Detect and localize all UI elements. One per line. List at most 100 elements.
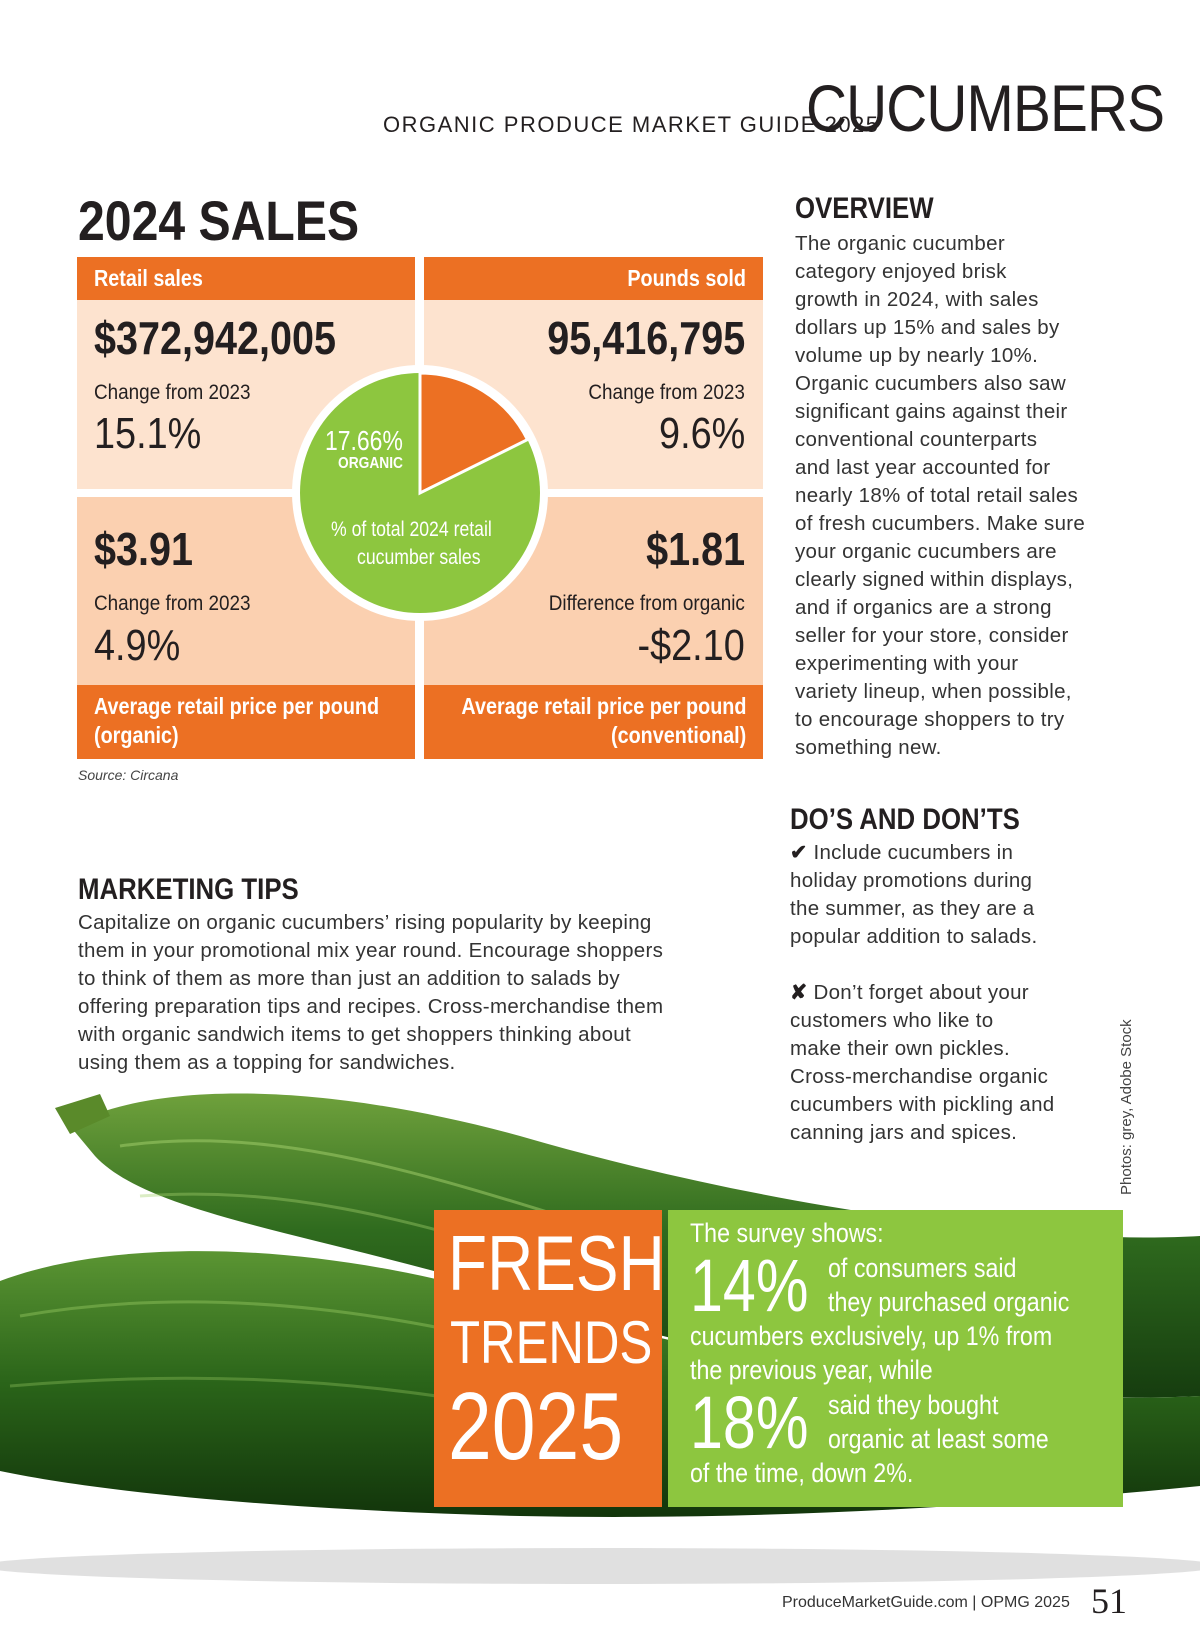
marketing-line: to think of them as more than just an ad… (78, 967, 620, 990)
overview-line: growth in 2024, with sales (795, 288, 1039, 311)
survey-mid-line2: the previous year, while (690, 1355, 933, 1385)
pie-organic-slice (418, 371, 530, 496)
survey-stat-18: 18% (690, 1381, 809, 1464)
page-number: 51 (1091, 1581, 1127, 1621)
dos-line-text: popular addition to salads. (790, 925, 1038, 948)
overview-line: category enjoyed brisk (795, 260, 1007, 283)
survey-end: of the time, down 2%. (690, 1458, 914, 1488)
organic-price-footer: Average retail price per pound (organic) (77, 685, 415, 759)
overview-line: to encourage shoppers to try (795, 708, 1065, 731)
survey-stat2-line2: organic at least some (828, 1424, 1049, 1454)
retail-sales-value: $372,942,005 (94, 312, 336, 364)
overview-heading: OVERVIEW (795, 192, 934, 225)
overview-line: and if organics are a strong (795, 596, 1052, 619)
conventional-diff-label: Difference from organic (548, 592, 745, 615)
cross-icon: ✘ (790, 981, 808, 1004)
source-note: Source: Circana (78, 767, 179, 783)
dos-line-text: make their own pickles. (790, 1037, 1010, 1060)
overview-line: of fresh cucumbers. Make sure (795, 512, 1086, 535)
retail-sales-label: Retail sales (94, 265, 203, 291)
dos-line-text: customers who like to (790, 1009, 994, 1032)
cucumber-stem (55, 1094, 110, 1134)
pie-caption-line1: % of total 2024 retail (331, 518, 492, 541)
overview-line: seller for your store, consider (795, 624, 1069, 647)
dos-line-text: holiday promotions during (790, 869, 1033, 892)
survey-stat2-line1: said they bought (828, 1390, 999, 1420)
dos-line: popular addition to salads. (790, 923, 1120, 951)
dos-spacer (790, 951, 1120, 979)
pie-organic-label: ORGANIC (338, 455, 403, 472)
organic-price-label-line1: Average retail price per pound (94, 693, 380, 719)
overview-line: nearly 18% of total retail sales (795, 484, 1079, 507)
dos-line: Cross-merchandise organic (790, 1063, 1120, 1091)
dos-line: the summer, as they are a (790, 895, 1120, 923)
overview-line: experimenting with your (795, 652, 1019, 675)
dos-line: make their own pickles. (790, 1035, 1120, 1063)
organic-share-pie (292, 365, 548, 621)
conventional-price-label-line1: Average retail price per pound (460, 693, 746, 719)
overview-line: your organic cucumbers are (795, 540, 1057, 563)
dos-line: ✘ Don’t forget about your (790, 979, 1120, 1007)
survey-intro: The survey shows: (690, 1218, 884, 1248)
trends-year: 2025 (448, 1373, 624, 1480)
marketing-line: with organic sandwich items to get shopp… (78, 1023, 631, 1046)
retail-change-value: 15.1% (94, 409, 202, 458)
organic-price-value: $3.91 (94, 523, 194, 575)
dos-line: cucumbers with pickling and (790, 1091, 1120, 1119)
dos-body: ✔ Include cucumbers in holiday promotions … (790, 839, 1120, 1147)
organic-price-label-line2: (organic) (94, 722, 179, 748)
overview-line: The organic cucumber (795, 232, 1005, 255)
dos-line-text: cucumbers with pickling and (790, 1093, 1055, 1116)
dos-line-text: Include cucumbers in (813, 841, 1014, 864)
overview-line: and last year accounted for (795, 456, 1051, 479)
survey-mid-line1: cucumbers exclusively, up 1% from (690, 1321, 1053, 1351)
conventional-price-footer: Average retail price per pound (conventi… (424, 685, 763, 759)
overview-line: conventional counterparts (795, 428, 1038, 451)
overview-line: clearly signed within displays, (795, 568, 1074, 591)
overview-line: something new. (795, 736, 942, 759)
pie-caption-line2: cucumber sales (357, 546, 481, 569)
pounds-change-value: 9.6% (658, 409, 745, 458)
survey-stat-14: 14% (690, 1244, 809, 1327)
dos-donts-heading: DO’S AND DON’TS (790, 803, 1020, 836)
overview-line: volume up by nearly 10%. (795, 344, 1039, 367)
dos-line-text: the summer, as they are a (790, 897, 1035, 920)
dos-line-text: Don’t forget about your (813, 981, 1029, 1004)
conventional-price-label-line2: (conventional) (610, 722, 746, 748)
marketing-line: them in your promotional mix year round.… (78, 939, 664, 962)
checkmark-icon: ✔ (790, 841, 808, 864)
trends-word-trends: TRENDS (450, 1309, 653, 1376)
footer-text: ProduceMarketGuide.com | OPMG 2025 (782, 1594, 1070, 1611)
organic-change-label: Change from 2023 (94, 592, 251, 615)
marketing-line: using them as a topping for sandwiches. (78, 1051, 456, 1074)
pounds-sold-value: 95,416,795 (546, 312, 745, 364)
conventional-diff-value: -$2.10 (637, 621, 745, 670)
fresh-trends-box: FRESH TRENDS 2025 (434, 1210, 665, 1507)
survey-box: The survey shows: 14% of consumers said … (668, 1210, 1123, 1507)
pounds-sold-label: Pounds sold (627, 265, 746, 291)
overview-line: dollars up 15% and sales by (795, 316, 1060, 339)
dos-line: ✔ Include cucumbers in (790, 839, 1120, 867)
overview-line: significant gains against their (795, 400, 1068, 423)
publication-name: ORGANIC PRODUCE MARKET GUIDE 2025 (383, 112, 880, 137)
pie-percent: 17.66% (325, 425, 403, 456)
overview-body: The organic cucumber category enjoyed bri… (795, 230, 1165, 762)
marketing-line: offering preparation tips and recipes. C… (78, 995, 664, 1018)
dos-line: customers who like to (790, 1007, 1120, 1035)
marketing-line: Capitalize on organic cucumbers’ rising … (78, 911, 652, 934)
sales-heading: 2024 SALES (78, 189, 360, 252)
trends-word-fresh: FRESH (448, 1219, 665, 1307)
pounds-change-label: Change from 2023 (588, 381, 745, 404)
pounds-sold-header: Pounds sold (424, 257, 763, 300)
dos-line: holiday promotions during (790, 867, 1120, 895)
overview-line: variety lineup, when possible, (795, 680, 1072, 703)
marketing-body: Capitalize on organic cucumbers’ rising … (78, 909, 778, 1077)
dos-line: canning jars and spices. (790, 1119, 1120, 1147)
organic-change-value: 4.9% (94, 621, 181, 670)
dos-line-text: Cross-merchandise organic (790, 1065, 1049, 1088)
page-title: CUCUMBERS (806, 71, 1165, 145)
dos-line-text: canning jars and spices. (790, 1121, 1018, 1144)
retail-sales-header: Retail sales (77, 257, 415, 300)
overview-line: Organic cucumbers also saw (795, 372, 1066, 395)
retail-change-label: Change from 2023 (94, 381, 251, 404)
